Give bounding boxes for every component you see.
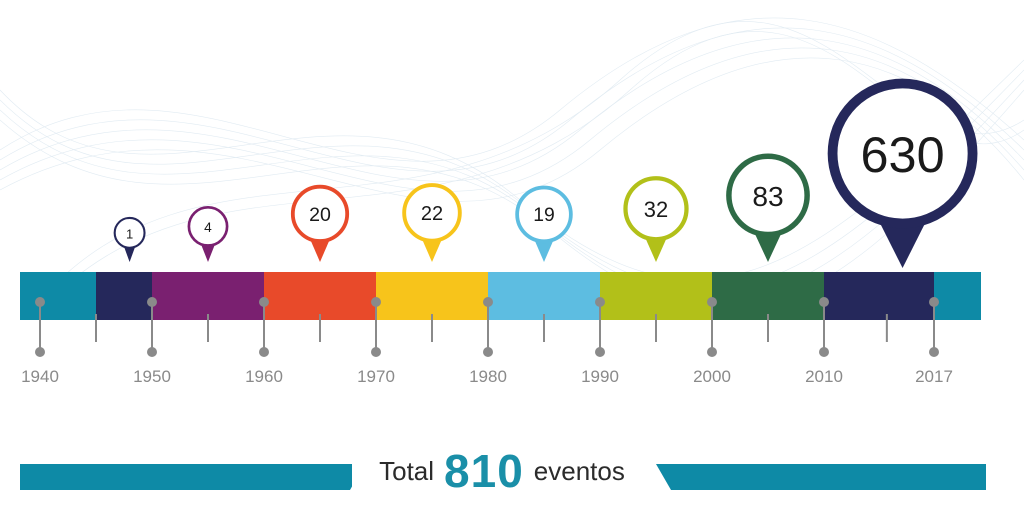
pin-bubble: [187, 205, 229, 247]
pin-value-label: 22: [421, 203, 443, 225]
event-pin: 22: [402, 183, 462, 262]
tick-knob-top: [929, 297, 939, 307]
pin-bubble: [113, 216, 146, 249]
pin-value-label: 1: [126, 226, 133, 241]
timeline-segment: [712, 272, 824, 320]
timeline-segment: [20, 272, 96, 320]
total-value: 810: [444, 445, 524, 497]
timeline-segment: [96, 272, 152, 320]
pin-value-label: 4: [204, 220, 212, 235]
tick-knob-bottom: [371, 347, 381, 357]
pin-tail: [123, 244, 136, 262]
total-suffix: eventos: [533, 455, 625, 486]
total-prefix: Total: [379, 455, 435, 486]
event-pin: 4: [187, 205, 229, 262]
tick-knob-top: [483, 297, 493, 307]
tick-knob-top: [819, 297, 829, 307]
tick-label: 1940: [21, 367, 59, 386]
tick-label: 2017: [915, 367, 953, 386]
tick-knob-top: [371, 297, 381, 307]
event-pin: 83: [726, 153, 810, 262]
tick-label: 1990: [581, 367, 619, 386]
tick-knob-bottom: [259, 347, 269, 357]
event-pin: 630: [827, 78, 978, 268]
tick-knob-top: [147, 297, 157, 307]
tick-knob-bottom: [35, 347, 45, 357]
pin-value-label: 630: [861, 126, 945, 183]
timeline-segment: [934, 272, 981, 320]
event-pin: 32: [623, 176, 689, 262]
pin-bubble: [515, 185, 573, 244]
total-bar-left: [20, 464, 365, 490]
event-pin: 19: [515, 185, 573, 262]
tick-knob-bottom: [147, 347, 157, 357]
tick-knob-bottom: [929, 347, 939, 357]
pin-bubble: [726, 153, 810, 238]
tick-knob-top: [595, 297, 605, 307]
total-label: Total 810 eventos: [352, 445, 652, 497]
tick-label: 1950: [133, 367, 171, 386]
pin-tail: [199, 241, 217, 262]
pin-bubble: [402, 183, 462, 243]
tick-label: 1980: [469, 367, 507, 386]
tick-knob-bottom: [707, 347, 717, 357]
timeline-segment: [264, 272, 376, 320]
timeline-segment: [376, 272, 488, 320]
tick-knob-bottom: [483, 347, 493, 357]
total-bar-right: [656, 464, 986, 490]
pin-bubble: [623, 176, 689, 242]
timeline-segment: [152, 272, 264, 320]
timeline-segment: [488, 272, 600, 320]
tick-knob-top: [707, 297, 717, 307]
event-pin: 20: [290, 184, 350, 262]
pin-value-label: 32: [644, 197, 668, 222]
tick-label: 2010: [805, 367, 843, 386]
timeline-segment: [600, 272, 712, 320]
timeline-segment: [824, 272, 934, 320]
total-bar: [20, 464, 986, 490]
tick-knob-top: [35, 297, 45, 307]
tick-label: 2000: [693, 367, 731, 386]
pin-bubble: [827, 78, 978, 229]
tick-knob-bottom: [595, 347, 605, 357]
tick-label: 1970: [357, 367, 395, 386]
pin-value-label: 19: [533, 205, 555, 226]
tick-label: 1960: [245, 367, 283, 386]
pin-bubble: [290, 184, 350, 243]
pin-value-label: 83: [752, 181, 783, 212]
event-pin: 1: [113, 216, 146, 262]
tick-knob-top: [259, 297, 269, 307]
tick-knob-bottom: [819, 347, 829, 357]
pin-value-label: 20: [309, 204, 331, 226]
